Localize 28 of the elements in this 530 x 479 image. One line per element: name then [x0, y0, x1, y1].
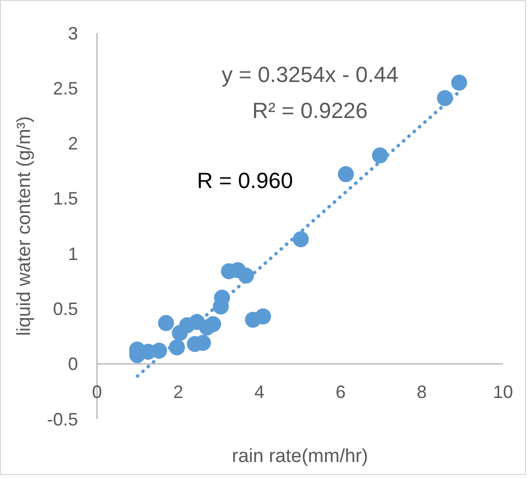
x-axis-title: rain rate(mm/hr) — [232, 446, 368, 467]
point — [451, 74, 468, 91]
point — [292, 231, 309, 248]
y-tick-label: 2 — [68, 134, 78, 154]
y-tick-label: 0 — [68, 354, 78, 374]
y-tick-label: 2.5 — [52, 78, 78, 98]
x-tick-label: 4 — [254, 382, 264, 402]
y-tick-label: 1 — [68, 244, 78, 264]
y-axis-title: liquid water content (g/m³) — [14, 116, 35, 336]
point — [338, 166, 354, 182]
x-tick-label: 8 — [416, 382, 427, 402]
annotation: R = 0.960 — [196, 168, 294, 193]
x-tick-label: 10 — [492, 382, 514, 402]
annotation: y = 0.3254x - 0.44 — [222, 62, 398, 87]
x-tick-label: 6 — [336, 382, 346, 402]
point — [436, 90, 453, 106]
y-tick-label: 0.5 — [52, 299, 78, 320]
x-tick-label: 0 — [92, 382, 102, 402]
y-tick-label: 1.5 — [52, 188, 78, 209]
y-tick-label: 3 — [68, 23, 78, 44]
annotation: R² = 0.9226 — [252, 98, 368, 123]
point — [168, 339, 185, 356]
point — [244, 312, 261, 328]
x-tick-label: 2 — [173, 382, 184, 402]
point — [372, 147, 388, 164]
point — [158, 315, 174, 332]
point — [199, 319, 216, 336]
y-tick-label: -0.5 — [46, 409, 78, 430]
